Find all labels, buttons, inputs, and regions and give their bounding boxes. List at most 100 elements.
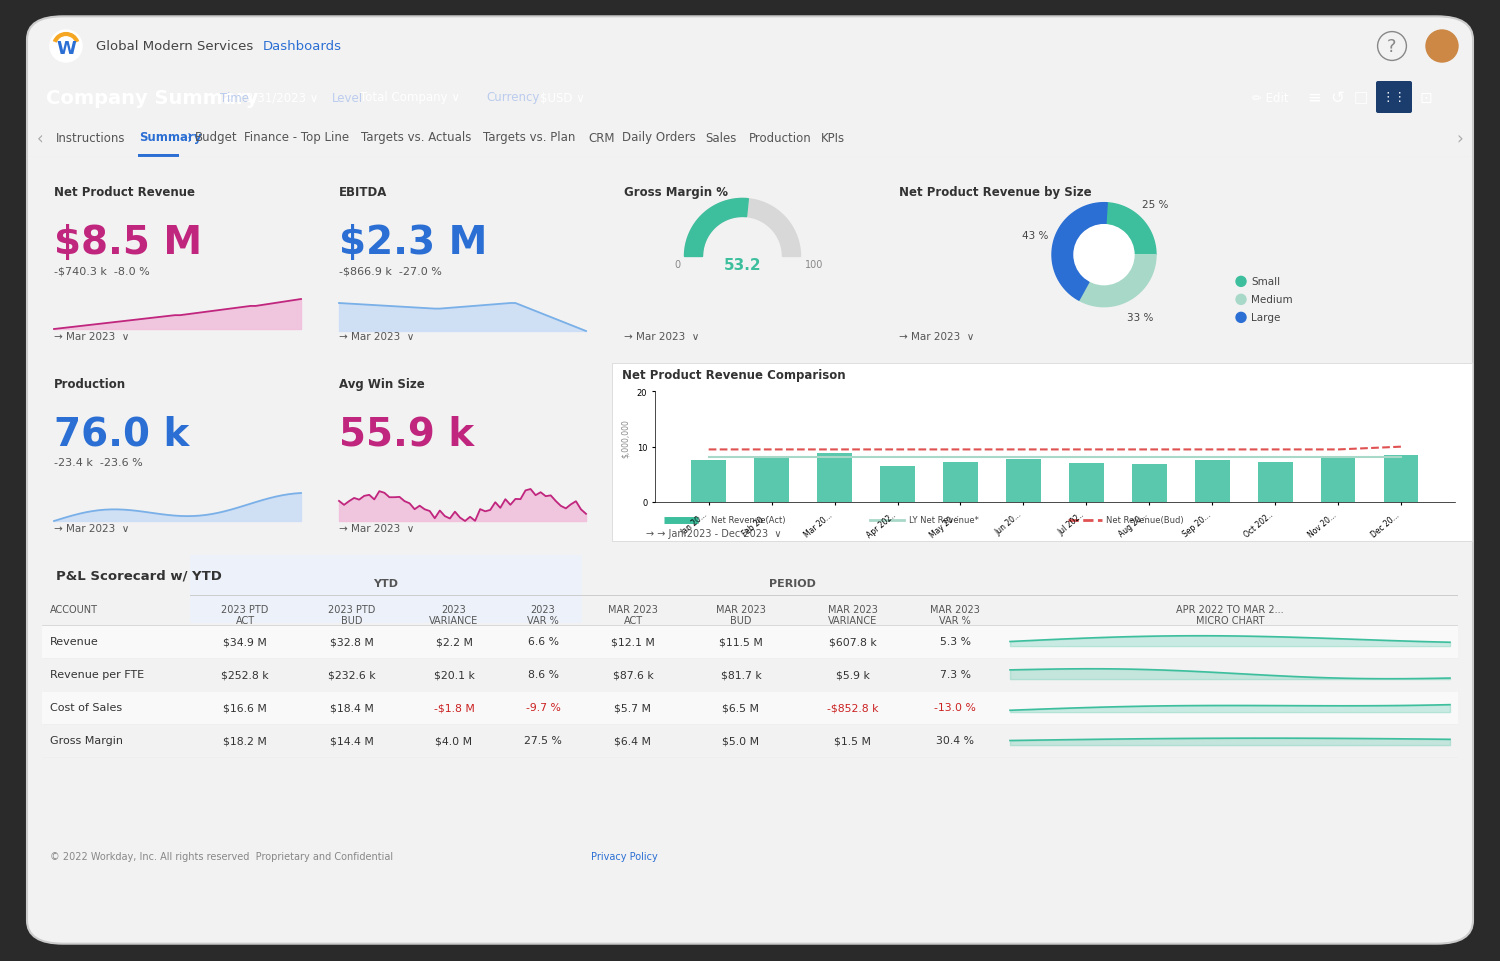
Text: 2023: 2023	[441, 604, 466, 614]
Text: 8.6 %: 8.6 %	[528, 670, 558, 679]
Circle shape	[1236, 313, 1246, 323]
Text: $18.2 M: $18.2 M	[224, 736, 267, 746]
Text: Daily Orders: Daily Orders	[621, 132, 696, 144]
Text: ≡: ≡	[1306, 89, 1322, 107]
Text: Net Revenue(Act): Net Revenue(Act)	[711, 516, 786, 525]
Text: PERIOD: PERIOD	[768, 579, 816, 588]
Text: ⊡: ⊡	[1420, 90, 1432, 106]
Text: 6.6 %: 6.6 %	[528, 637, 558, 647]
Text: Sales: Sales	[705, 132, 736, 144]
Text: $6.4 M: $6.4 M	[615, 736, 651, 746]
Text: Avg Win Size: Avg Win Size	[339, 378, 424, 390]
Text: Medium: Medium	[1251, 295, 1293, 305]
Text: → Mar 2023  ∨: → Mar 2023 ∨	[624, 332, 699, 342]
Text: ?: ?	[1388, 38, 1396, 56]
Text: ACCOUNT: ACCOUNT	[50, 604, 98, 614]
Text: Budget: Budget	[195, 132, 237, 144]
Text: Company Summary: Company Summary	[46, 88, 258, 108]
Text: 30.4 %: 30.4 %	[936, 736, 974, 746]
Text: ACT: ACT	[236, 615, 255, 626]
Text: Instructions: Instructions	[56, 132, 126, 144]
Text: 100: 100	[804, 260, 824, 270]
Text: Targets vs. Plan: Targets vs. Plan	[483, 132, 576, 144]
Circle shape	[1426, 31, 1458, 62]
Text: ⋮⋮: ⋮⋮	[1382, 91, 1407, 105]
Text: $34.9 M: $34.9 M	[224, 637, 267, 647]
Text: © 2022 Workday, Inc. All rights reserved  Proprietary and Confidential: © 2022 Workday, Inc. All rights reserved…	[50, 851, 393, 861]
Text: BUD: BUD	[340, 615, 363, 626]
Text: $2.2 M: $2.2 M	[435, 637, 472, 647]
Text: Gross Margin %: Gross Margin %	[624, 185, 728, 199]
Text: VAR %: VAR %	[526, 615, 560, 626]
Text: Production: Production	[54, 378, 126, 390]
Text: KPIs: KPIs	[821, 132, 844, 144]
Text: Small: Small	[1251, 277, 1280, 287]
Text: $8.5 M: $8.5 M	[54, 224, 202, 261]
Text: $6.5 M: $6.5 M	[723, 702, 759, 713]
Text: CRM: CRM	[590, 132, 615, 144]
Text: 2023: 2023	[531, 604, 555, 614]
Polygon shape	[1104, 204, 1156, 256]
Text: Summary: Summary	[140, 132, 201, 144]
Text: $20.1 k: $20.1 k	[433, 670, 474, 679]
Text: $232.6 k: $232.6 k	[328, 670, 376, 679]
Text: MAR 2023: MAR 2023	[716, 604, 766, 614]
Circle shape	[1074, 226, 1134, 285]
Circle shape	[1236, 295, 1246, 305]
Text: $USD ∨: $USD ∨	[540, 91, 585, 105]
Text: $18.4 M: $18.4 M	[330, 702, 374, 713]
Text: MAR 2023: MAR 2023	[608, 604, 658, 614]
Polygon shape	[1052, 204, 1107, 301]
Text: → Mar 2023  ∨: → Mar 2023 ∨	[54, 524, 129, 533]
FancyBboxPatch shape	[1376, 82, 1411, 114]
Text: $32.8 M: $32.8 M	[330, 637, 374, 647]
Text: ACT: ACT	[624, 615, 642, 626]
Text: Revenue: Revenue	[50, 637, 99, 647]
Polygon shape	[1078, 256, 1156, 308]
Bar	[138, 155, 180, 158]
Text: Time: Time	[220, 91, 249, 105]
Text: Currency: Currency	[486, 91, 540, 105]
Text: MAR 2023: MAR 2023	[930, 604, 980, 614]
Text: $5.9 k: $5.9 k	[836, 670, 870, 679]
Text: Targets vs. Actuals: Targets vs. Actuals	[362, 132, 471, 144]
Text: 5.3 %: 5.3 %	[939, 637, 970, 647]
Text: Cost of Sales: Cost of Sales	[50, 702, 122, 713]
Text: VARIANCE: VARIANCE	[828, 615, 878, 626]
Text: ⋮: ⋮	[180, 133, 195, 143]
Text: Gross Margin: Gross Margin	[50, 736, 123, 746]
Text: $12.1 M: $12.1 M	[610, 637, 656, 647]
Text: → Mar 2023  ∨: → Mar 2023 ∨	[54, 332, 129, 342]
Text: LY Net Revenue*: LY Net Revenue*	[909, 516, 978, 525]
Text: $607.8 k: $607.8 k	[830, 637, 878, 647]
FancyBboxPatch shape	[42, 691, 1458, 725]
Text: YTD: YTD	[374, 579, 399, 588]
Circle shape	[1236, 277, 1246, 287]
Text: 27.5 %: 27.5 %	[524, 736, 562, 746]
Text: $5.0 M: $5.0 M	[723, 736, 759, 746]
Text: Production: Production	[748, 132, 812, 144]
Text: 53.2: 53.2	[723, 258, 762, 273]
Text: P&L Scorecard w/ YTD: P&L Scorecard w/ YTD	[56, 570, 222, 582]
Circle shape	[50, 31, 82, 62]
Text: -23.4 k  -23.6 %: -23.4 k -23.6 %	[54, 457, 142, 467]
Text: → → Jan 2023 - Dec 2023  ∨: → → Jan 2023 - Dec 2023 ∨	[646, 529, 782, 538]
Text: 33 %: 33 %	[1128, 312, 1154, 322]
Polygon shape	[684, 199, 748, 258]
Text: 2023 PTD: 2023 PTD	[222, 604, 268, 614]
Text: $252.8 k: $252.8 k	[220, 670, 268, 679]
Text: $16.6 M: $16.6 M	[224, 702, 267, 713]
Text: $2.3 M: $2.3 M	[339, 224, 488, 261]
Text: $1.5 M: $1.5 M	[834, 736, 872, 746]
Text: $14.4 M: $14.4 M	[330, 736, 374, 746]
Text: APR 2022 TO MAR 2...: APR 2022 TO MAR 2...	[1176, 604, 1284, 614]
Text: EBITDA: EBITDA	[339, 185, 387, 199]
Text: MAR 2023: MAR 2023	[828, 604, 878, 614]
Text: -$866.9 k  -27.0 %: -$866.9 k -27.0 %	[339, 266, 442, 276]
Text: -13.0 %: -13.0 %	[934, 702, 976, 713]
Text: ✏ Edit: ✏ Edit	[1252, 91, 1288, 105]
Text: Net Revenue(Bud): Net Revenue(Bud)	[1107, 516, 1184, 525]
Text: Global Modern Services: Global Modern Services	[96, 40, 254, 54]
FancyBboxPatch shape	[190, 524, 582, 624]
Text: $5.7 M: $5.7 M	[615, 702, 651, 713]
